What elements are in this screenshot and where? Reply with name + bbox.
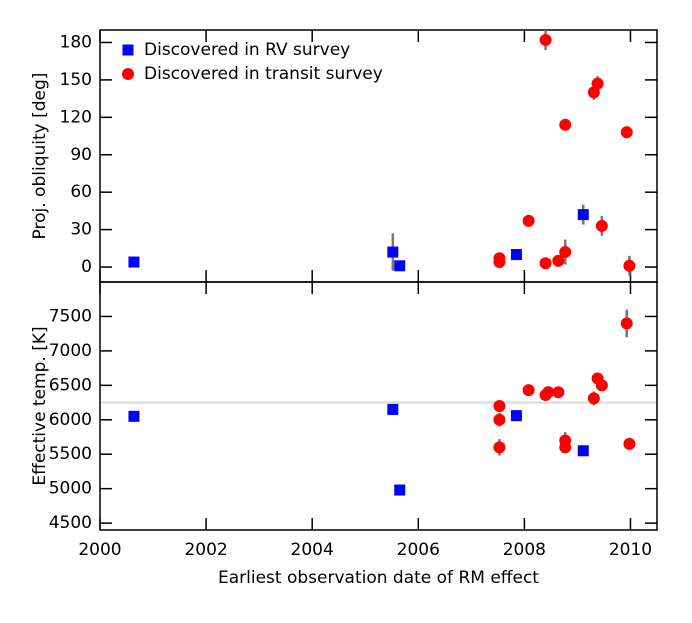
point <box>587 392 600 405</box>
point <box>128 410 140 422</box>
point <box>559 118 572 131</box>
x-tick-label: 2010 <box>609 540 652 560</box>
legend-marker <box>122 44 134 56</box>
point <box>620 126 633 139</box>
point <box>577 445 589 457</box>
y-tick-label: 60 <box>70 182 92 202</box>
point <box>542 386 555 399</box>
point <box>559 246 572 259</box>
legend-label: Discovered in RV survey <box>144 40 350 60</box>
point <box>510 410 522 422</box>
y-tick-label: 30 <box>70 220 92 240</box>
point <box>493 400 506 412</box>
x-tick-label: 2004 <box>291 540 334 560</box>
x-axis-label: Earliest observation date of RM effect <box>218 568 539 588</box>
point <box>539 257 552 270</box>
point <box>623 437 636 450</box>
point <box>522 214 535 227</box>
point <box>510 249 522 261</box>
point <box>620 317 633 330</box>
point <box>552 254 565 267</box>
y-tick-label: 120 <box>60 107 92 127</box>
point <box>493 413 506 426</box>
point <box>128 256 140 268</box>
y-axis-label: Proj. obliquity [deg] <box>30 73 50 240</box>
point <box>522 384 535 397</box>
y-tick-label: 4500 <box>49 513 92 533</box>
plot-frame <box>99 281 658 531</box>
point <box>387 246 399 258</box>
point <box>387 403 399 415</box>
point <box>394 484 406 496</box>
x-tick-label: 2000 <box>78 540 121 560</box>
point <box>539 33 552 46</box>
y-tick-label: 180 <box>60 32 92 52</box>
point <box>595 219 608 232</box>
legend-marker <box>122 68 134 80</box>
y-tick-label: 150 <box>60 70 92 90</box>
point <box>493 441 506 454</box>
y-tick-label: 5000 <box>49 479 92 499</box>
x-tick-label: 2002 <box>184 540 227 560</box>
y-tick-label: 90 <box>70 145 92 165</box>
point <box>623 259 636 272</box>
y-axis-label: Effective temp. [K] <box>30 326 50 485</box>
point <box>552 386 565 399</box>
y-tick-label: 6500 <box>49 375 92 395</box>
point <box>394 260 406 272</box>
point <box>595 379 608 392</box>
y-tick-label: 0 <box>81 257 92 277</box>
y-tick-label: 6000 <box>49 410 92 430</box>
y-tick-label: 7000 <box>49 341 92 361</box>
point <box>559 434 572 447</box>
point <box>591 77 604 90</box>
point <box>577 209 589 221</box>
y-tick-label: 5500 <box>49 444 92 464</box>
legend-label: Discovered in transit survey <box>144 64 383 84</box>
x-tick-label: 2008 <box>503 540 546 560</box>
y-tick-label: 7500 <box>49 306 92 326</box>
point <box>493 252 506 265</box>
x-tick-label: 2006 <box>397 540 440 560</box>
